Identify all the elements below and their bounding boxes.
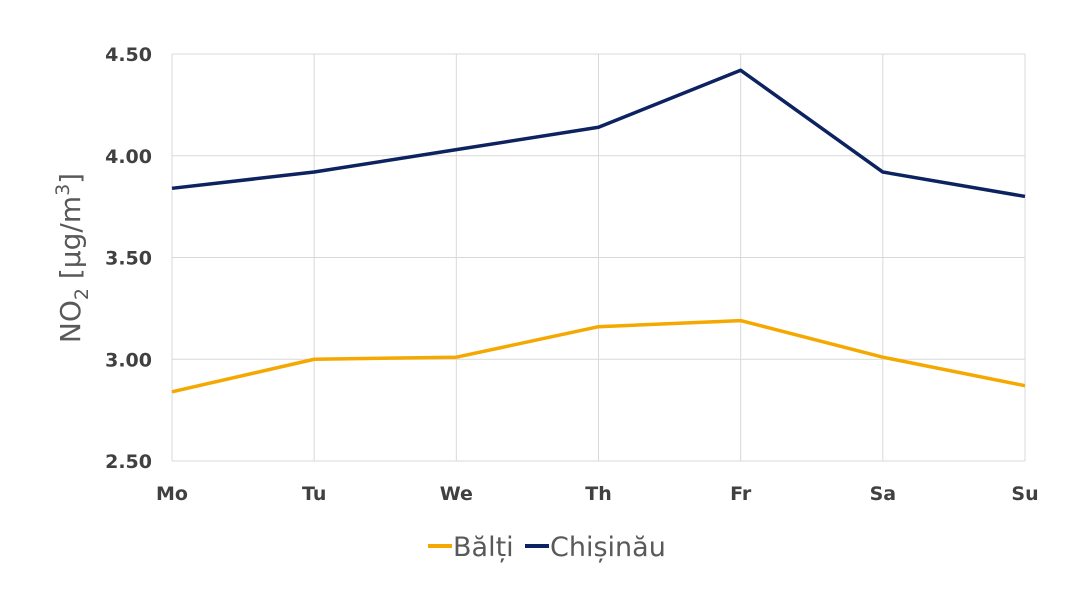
series-lines — [171, 68, 1026, 394]
y-axis-ticks: 2.50 3.00 3.50 4.00 4.50 — [105, 44, 152, 473]
x-tick-label: Sa — [870, 483, 897, 505]
x-tick-label: Fr — [730, 483, 752, 505]
gridlines — [171, 53, 1026, 462]
y-tick-label: 3.00 — [105, 349, 152, 371]
x-tick-label: Th — [585, 483, 612, 505]
y-axis-label: NO2 [µg/m3] — [52, 173, 93, 343]
legend-label-balti: Bălți — [453, 532, 514, 563]
y-tick-label: 2.50 — [105, 451, 152, 473]
x-tick-label: Tu — [302, 483, 326, 505]
x-tick-label: Mo — [156, 483, 188, 505]
x-tick-label: Su — [1011, 483, 1038, 505]
legend: Bălți Chișinău — [428, 532, 666, 563]
x-tick-label: We — [440, 483, 473, 505]
x-axis-ticks: Mo Tu We Th Fr Sa Su — [156, 483, 1039, 505]
legend-label-chisinau: Chișinău — [550, 532, 666, 563]
y-tick-label: 4.50 — [105, 44, 152, 66]
y-tick-label: 4.00 — [105, 146, 152, 168]
y-tick-label: 3.50 — [105, 248, 152, 270]
